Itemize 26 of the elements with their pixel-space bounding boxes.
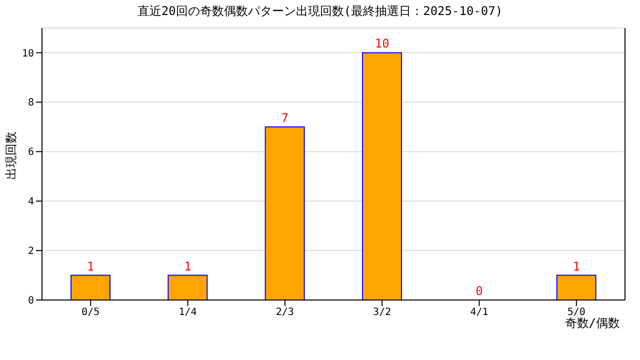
x-tick-label: 3/2 bbox=[373, 307, 392, 318]
x-tick-label: 5/0 bbox=[567, 307, 586, 318]
data-label: 1 bbox=[184, 259, 192, 274]
y-tick-label: 4 bbox=[28, 196, 34, 208]
data-label: 0 bbox=[476, 284, 483, 298]
y-tick-label: 0 bbox=[28, 296, 34, 307]
data-label: 10 bbox=[374, 36, 390, 51]
x-tick-label: 0/5 bbox=[82, 307, 100, 318]
x-tick-label: 2/3 bbox=[276, 307, 294, 318]
bar bbox=[70, 274, 110, 300]
data-label: 1 bbox=[572, 259, 580, 274]
x-axis-title: 奇数/偶数 bbox=[564, 316, 620, 332]
y-tick-label: 6 bbox=[28, 147, 34, 158]
y-tick-label: 8 bbox=[28, 98, 34, 109]
y-tick-label: 10 bbox=[22, 48, 34, 60]
bar bbox=[556, 274, 596, 300]
y-axis-title: 出現回数 bbox=[3, 132, 19, 180]
bar bbox=[264, 126, 305, 300]
data-label: 1 bbox=[86, 259, 94, 274]
y-tick-label: 2 bbox=[28, 246, 34, 258]
bar bbox=[168, 274, 208, 300]
data-label: 7 bbox=[281, 110, 289, 125]
bar bbox=[362, 52, 402, 300]
chart-title: 直近20回の奇数偶数パターン出現回数(最終抽選日：2025-10-07) bbox=[136, 3, 504, 20]
x-tick-label: 1/4 bbox=[178, 307, 197, 318]
x-tick-label: 4/1 bbox=[470, 307, 488, 318]
